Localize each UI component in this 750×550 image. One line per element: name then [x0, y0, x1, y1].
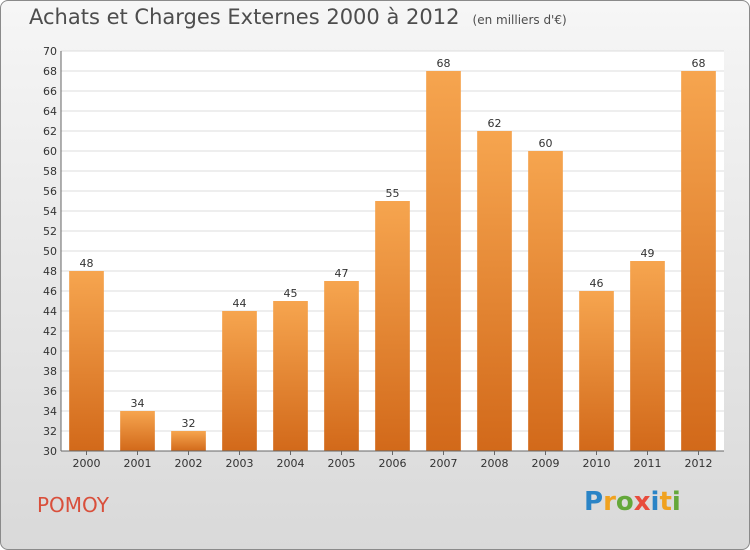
- x-tick-label-2010: 2010: [583, 457, 611, 470]
- logo-letter: i: [650, 487, 660, 517]
- y-tick-label: 34: [43, 405, 57, 418]
- logo-letter: t: [659, 487, 672, 517]
- y-tick-label: 60: [43, 145, 57, 158]
- x-tick-label-2001: 2001: [124, 457, 152, 470]
- commune-name: POMOY: [37, 493, 109, 517]
- y-tick-label: 32: [43, 425, 57, 438]
- data-label-2000: 48: [80, 257, 94, 270]
- proxiti-logo: Proxiti: [584, 487, 681, 517]
- y-tick-label: 44: [43, 305, 57, 318]
- data-label-2007: 68: [437, 57, 451, 70]
- bar-2010: [579, 291, 614, 451]
- chart-title: Achats et Charges Externes 2000 à 2012: [29, 5, 460, 29]
- x-axis-ticks: 2000 2001 2002 2003 2004 2005 2006 2007 2008 2009…: [73, 451, 713, 470]
- bar-2004: [273, 301, 308, 451]
- data-label-2002: 32: [182, 417, 196, 430]
- y-tick-label: 40: [43, 345, 57, 358]
- y-tick-label: 54: [43, 205, 57, 218]
- y-tick-label: 48: [43, 265, 57, 278]
- data-labels: 48 34 32 44 45 47 55 68 62 60 46 49 68: [80, 57, 706, 430]
- y-axis-ticks: 30 32 34 36 38 40 42 44 46 48 50 52 54 56 58 60 62 64 66 68…: [43, 45, 57, 458]
- data-label-2010: 46: [590, 277, 604, 290]
- y-tick-label: 62: [43, 125, 57, 138]
- x-tick-label-2006: 2006: [379, 457, 407, 470]
- y-tick-label: 30: [43, 445, 57, 458]
- data-label-2006: 55: [386, 187, 400, 200]
- logo-letter: i: [671, 487, 681, 517]
- x-tick-label-2000: 2000: [73, 457, 101, 470]
- bar-2009: [528, 151, 563, 451]
- bar-2008: [477, 131, 512, 451]
- bar-2012: [681, 71, 716, 451]
- bar-2006: [375, 201, 410, 451]
- bars: [69, 71, 716, 451]
- data-label-2001: 34: [131, 397, 145, 410]
- y-tick-label: 52: [43, 225, 57, 238]
- y-tick-label: 36: [43, 385, 57, 398]
- bar-2002: [171, 431, 206, 451]
- x-tick-label-2003: 2003: [226, 457, 254, 470]
- y-tick-label: 68: [43, 65, 57, 78]
- y-tick-label: 66: [43, 85, 57, 98]
- x-tick-label-2009: 2009: [532, 457, 560, 470]
- data-label-2004: 45: [284, 287, 298, 300]
- logo-letter: P: [584, 487, 604, 517]
- bar-2007: [426, 71, 461, 451]
- logo-letter: r: [603, 487, 616, 517]
- x-tick-label-2002: 2002: [175, 457, 203, 470]
- y-tick-label: 64: [43, 105, 57, 118]
- data-label-2005: 47: [335, 267, 349, 280]
- y-tick-label: 56: [43, 185, 57, 198]
- x-tick-label-2007: 2007: [430, 457, 458, 470]
- bar-2000: [69, 271, 104, 451]
- y-tick-label: 58: [43, 165, 57, 178]
- x-tick-label-2008: 2008: [481, 457, 509, 470]
- y-tick-label: 46: [43, 285, 57, 298]
- x-tick-label-2012: 2012: [685, 457, 713, 470]
- bar-2005: [324, 281, 359, 451]
- bar-2011: [630, 261, 665, 451]
- bar-2003: [222, 311, 257, 451]
- logo-letter: o: [615, 487, 634, 517]
- logo-letter: x: [633, 487, 651, 517]
- bar-2001: [120, 411, 155, 451]
- x-tick-label-2005: 2005: [328, 457, 356, 470]
- chart-subtitle: (en milliers d'€): [472, 13, 567, 27]
- data-label-2008: 62: [488, 117, 502, 130]
- data-label-2009: 60: [539, 137, 553, 150]
- chart-title-block: Achats et Charges Externes 2000 à 2012 (…: [29, 5, 567, 29]
- y-tick-label: 50: [43, 245, 57, 258]
- data-label-2012: 68: [692, 57, 706, 70]
- data-label-2011: 49: [641, 247, 655, 260]
- data-label-2003: 44: [233, 297, 247, 310]
- x-tick-label-2011: 2011: [634, 457, 662, 470]
- y-tick-label: 38: [43, 365, 57, 378]
- y-tick-label: 42: [43, 325, 57, 338]
- y-tick-label: 70: [43, 45, 57, 58]
- x-tick-label-2004: 2004: [277, 457, 305, 470]
